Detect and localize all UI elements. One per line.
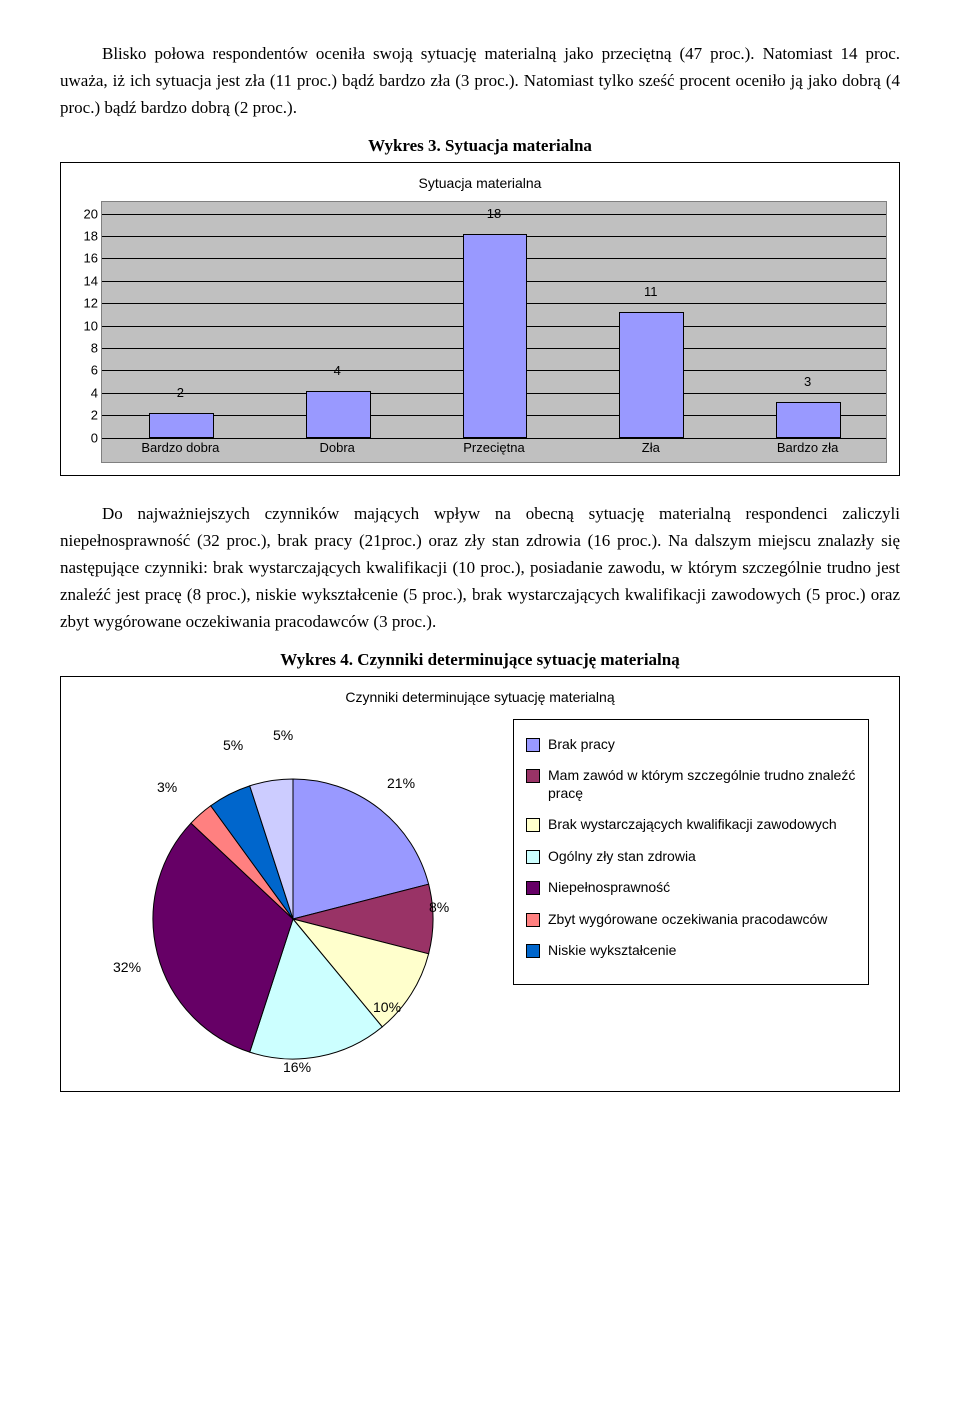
y-tick-label: 8 <box>74 340 98 355</box>
bar-value-label: 4 <box>274 363 399 378</box>
gridline <box>102 438 886 439</box>
bar-slot: 11 <box>588 214 713 438</box>
y-tick-label: 14 <box>74 273 98 288</box>
bar-slot: 4 <box>274 214 399 438</box>
bar-chart-area: 024681012141618202418113 Bardzo dobraDob… <box>101 201 887 463</box>
y-tick-label: 10 <box>74 318 98 333</box>
pie-slice-label: 10% <box>373 999 401 1015</box>
bar <box>776 402 841 438</box>
bar-slot: 18 <box>431 214 556 438</box>
legend-item: Niepełnosprawność <box>526 879 856 897</box>
pie-svg <box>133 749 453 1089</box>
legend-label: Niepełnosprawność <box>548 879 670 897</box>
pie-legend: Brak pracy Mam zawód w którym szczególnie… <box>513 719 869 985</box>
pie-chart-box: Czynniki determinujące sytuację material… <box>60 676 900 1092</box>
bar <box>149 413 214 437</box>
legend-label: Niskie wykształcenie <box>548 942 676 960</box>
bar-value-label: 18 <box>431 206 556 221</box>
legend-swatch <box>526 913 540 927</box>
bar-slot: 3 <box>745 214 870 438</box>
legend-item: Zbyt wygórowane oczekiwania pracodawców <box>526 911 856 929</box>
x-tick-label: Bardzo dobra <box>118 440 243 455</box>
bar-value-label: 2 <box>118 385 243 400</box>
bar <box>463 234 528 438</box>
legend-item: Brak pracy <box>526 736 856 754</box>
legend-item: Mam zawód w którym szczególnie trudno zn… <box>526 767 856 802</box>
bar <box>619 312 684 437</box>
y-tick-label: 18 <box>74 228 98 243</box>
legend-swatch <box>526 881 540 895</box>
pie-slice-label: 32% <box>113 959 141 975</box>
y-tick-label: 6 <box>74 363 98 378</box>
pie-chart-title: Wykres 4. Czynniki determinujące sytuacj… <box>60 650 900 670</box>
bar-value-label: 3 <box>745 374 870 389</box>
y-tick-label: 2 <box>74 408 98 423</box>
pie-chart-subtitle: Czynniki determinujące sytuację material… <box>73 689 887 705</box>
x-tick-label: Zła <box>588 440 713 455</box>
paragraph-1: Blisko połowa respondentów oceniła swoją… <box>60 40 900 122</box>
legend-swatch <box>526 944 540 958</box>
legend-swatch <box>526 818 540 832</box>
x-tick-label: Bardzo zła <box>745 440 870 455</box>
legend-item: Brak wystarczających kwalifikacji zawodo… <box>526 816 856 834</box>
legend-label: Mam zawód w którym szczególnie trudno zn… <box>548 767 856 802</box>
y-tick-label: 12 <box>74 296 98 311</box>
bar-value-label: 11 <box>588 284 713 299</box>
legend-item: Ogólny zły stan zdrowia <box>526 848 856 866</box>
bar-plot: 024681012141618202418113 <box>102 214 886 438</box>
legend-label: Brak pracy <box>548 736 615 754</box>
bar-xaxis: Bardzo dobra Dobra Przeciętna Zła Bardzo zła <box>102 440 886 458</box>
bar-chart-box: Sytuacja materialna 0 2 4 6 8 10 12 14 16 18 20 2 4 1… <box>60 162 900 476</box>
bar-slot: 2 <box>118 214 243 438</box>
y-tick-label: 20 <box>74 206 98 221</box>
x-tick-label: Dobra <box>274 440 399 455</box>
pie-column: 5% 5% 3% 21% 8% 32% 10% 16% <box>73 719 493 1079</box>
pie-slice-label: 5% <box>223 737 243 753</box>
pie-slice-label: 8% <box>429 899 449 915</box>
legend-swatch <box>526 738 540 752</box>
legend-swatch <box>526 850 540 864</box>
legend-swatch <box>526 769 540 783</box>
bar-chart-subtitle: Sytuacja materialna <box>73 175 887 191</box>
pie-slice-label: 21% <box>387 775 415 791</box>
legend-label: Zbyt wygórowane oczekiwania pracodawców <box>548 911 827 929</box>
y-tick-label: 0 <box>74 430 98 445</box>
legend-item: Niskie wykształcenie <box>526 942 856 960</box>
pie-slice-label: 3% <box>157 779 177 795</box>
paragraph-2: Do najważniejszych czynników mających wp… <box>60 500 900 636</box>
bar-chart-title: Wykres 3. Sytuacja materialna <box>60 136 900 156</box>
y-tick-label: 4 <box>74 385 98 400</box>
y-tick-label: 16 <box>74 251 98 266</box>
legend-label: Brak wystarczających kwalifikacji zawodo… <box>548 816 837 834</box>
pie-slice-label: 16% <box>283 1059 311 1075</box>
bar <box>306 391 371 438</box>
x-tick-label: Przeciętna <box>431 440 556 455</box>
legend-label: Ogólny zły stan zdrowia <box>548 848 696 866</box>
pie-slice-label: 5% <box>273 727 293 743</box>
